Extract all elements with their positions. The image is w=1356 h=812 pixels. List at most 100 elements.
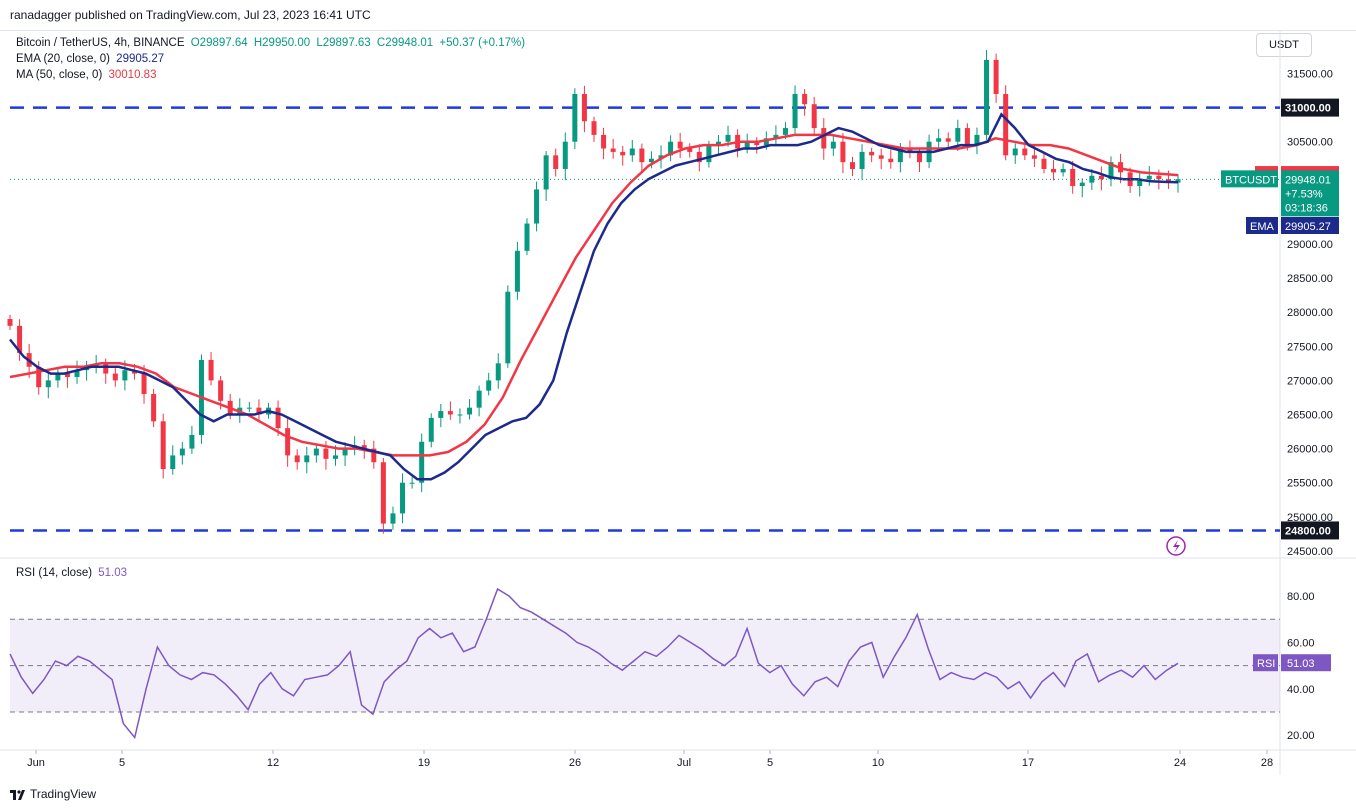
candle-body (562, 141, 568, 169)
candle-body (543, 155, 549, 190)
candle-body (218, 380, 224, 401)
ma-legend-label: MA (50, close, 0) (16, 69, 103, 81)
candle-body (342, 448, 348, 456)
rsi-tick-label: 80.00 (1287, 591, 1315, 603)
candle-body (553, 155, 559, 169)
bar-countdown: 03:18:36 (1285, 202, 1328, 214)
candle-body (524, 223, 530, 251)
time-tick-label: 10 (872, 757, 884, 769)
rsi-legend-value: 51.03 (98, 567, 128, 579)
candle-body (495, 363, 501, 381)
candle-body (438, 411, 444, 418)
lightning-icon (1166, 536, 1186, 556)
currency-button[interactable]: USDT (1256, 33, 1312, 57)
candle-body (7, 319, 13, 326)
candle-body (725, 134, 731, 142)
price-tick-label: 26000.00 (1287, 444, 1333, 456)
candle-body (534, 189, 540, 224)
candle-body (122, 370, 128, 381)
candle-body (428, 417, 434, 442)
candle-body (572, 93, 578, 142)
candle-body (706, 145, 712, 163)
candle-body (984, 59, 990, 135)
candle-body (945, 138, 951, 142)
price-tick-label: 25500.00 (1287, 478, 1333, 490)
candle-body (1041, 158, 1047, 169)
footer-brand: TradingView (30, 787, 97, 801)
candle-body (878, 155, 884, 159)
symbol-tag-label: BTCUSDT (1225, 174, 1277, 186)
candle-body (620, 151, 626, 156)
ema-legend[interactable]: EMA (20, close, 0) 29905.27 (16, 53, 164, 65)
candle-body (917, 151, 923, 163)
candle-body (677, 141, 683, 149)
level-price-label: 31000.00 (1285, 103, 1331, 115)
candle-body (1146, 175, 1152, 180)
candle-body (802, 93, 808, 105)
level-price-tag (1281, 521, 1339, 540)
candle-body (457, 414, 463, 416)
candle-body (591, 121, 597, 135)
ema-legend-value: 29905.27 (116, 53, 165, 65)
last-price-tag (1281, 170, 1339, 217)
candle-body (361, 445, 367, 449)
candle-body (514, 250, 520, 292)
candle-body (964, 128, 970, 146)
ohlc-open: O29897.64 (190, 37, 248, 49)
published-info: ranadagger published on TradingView.com,… (10, 8, 371, 22)
candle-body (409, 482, 415, 484)
time-tick-label: 17 (1022, 757, 1034, 769)
symbol-title: Bitcoin / TetherUS, 4h, BINANCE (16, 37, 185, 49)
rsi-tick-label: 40.00 (1287, 684, 1315, 696)
candle-body (141, 373, 147, 395)
time-tick-label: 5 (119, 757, 125, 769)
candle-body (74, 370, 80, 377)
candle-body (610, 148, 616, 152)
candle-body (869, 151, 875, 156)
price-tick-label: 29000.00 (1287, 239, 1333, 251)
candle-body (467, 407, 473, 415)
candle-body (36, 366, 42, 388)
price-tick-label: 25000.00 (1287, 512, 1333, 524)
candle-body (1108, 162, 1114, 180)
candle-body (821, 128, 827, 149)
candle-body (1089, 175, 1095, 183)
candle-body (45, 380, 51, 388)
candle-body (285, 428, 291, 456)
time-tick-label: Jun (27, 757, 45, 769)
candle-body (1098, 175, 1104, 180)
candle-body (189, 434, 195, 449)
candle-body (208, 359, 214, 381)
price-tick-label: 26500.00 (1287, 410, 1333, 422)
rsi-legend[interactable]: RSI (14, close) 51.03 (16, 567, 127, 579)
candle-body (639, 148, 645, 163)
tradingview-logo[interactable]: TradingView (10, 787, 96, 801)
ohlc-high: H29950.00 (253, 37, 311, 49)
candle-body (371, 448, 377, 463)
candle-body (1022, 148, 1028, 156)
candle-body (179, 448, 185, 456)
ema-legend-label: EMA (20, close, 0) (16, 53, 110, 65)
candle-body (601, 134, 607, 149)
candle-body (1051, 168, 1057, 173)
candle-body (486, 380, 492, 391)
time-tick-label: 28 (1261, 757, 1273, 769)
candle-body (304, 455, 310, 463)
rsi-legend-label: RSI (14, close) (16, 567, 93, 579)
candle-body (1012, 148, 1018, 156)
candle-body (974, 134, 980, 146)
candle-body (936, 138, 942, 142)
ma-legend[interactable]: MA (50, close, 0) 30010.83 (16, 69, 156, 81)
candle-body (447, 411, 453, 415)
candle-body (17, 325, 23, 354)
time-tick-label: Jul (677, 757, 691, 769)
rsi-line (9, 587, 1179, 740)
candle-body (888, 158, 894, 163)
candle-body (629, 148, 635, 156)
ema-tag-box (1246, 217, 1278, 234)
symbol-legend[interactable]: Bitcoin / TetherUS, 4h, BINANCE O29897.6… (16, 37, 525, 49)
rsi-price-tag (1281, 654, 1331, 672)
candle-body (170, 455, 176, 470)
last-price-value: 29948.01 (1285, 174, 1331, 186)
